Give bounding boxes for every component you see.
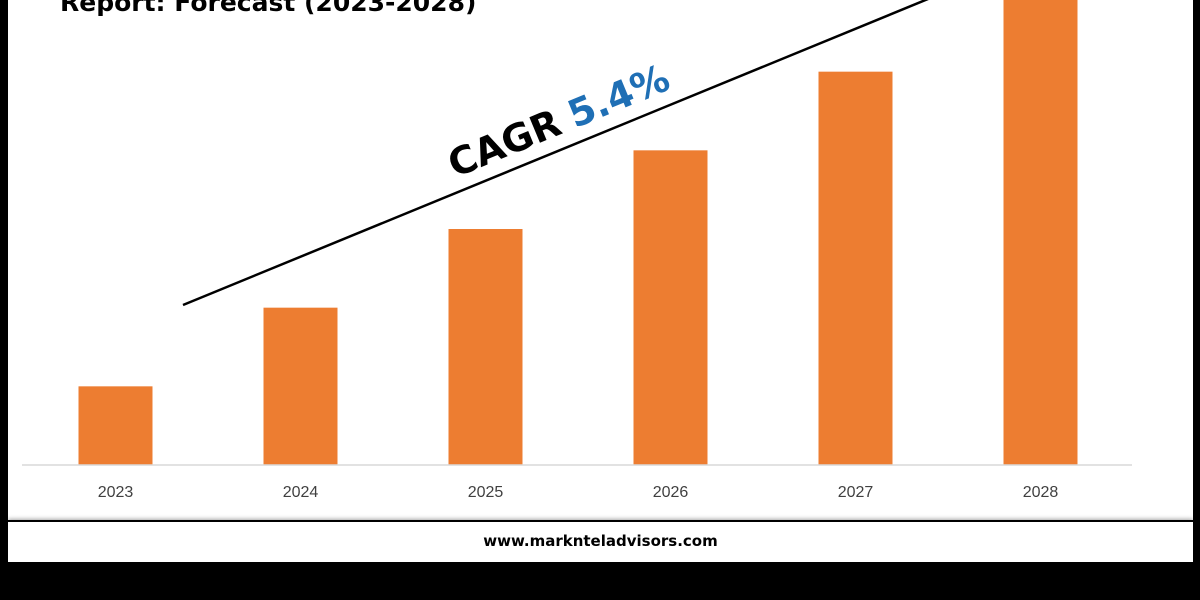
- x-tick-label-2028: 2028: [1023, 484, 1059, 501]
- x-tick-label-2025: 2025: [468, 484, 504, 501]
- chart-title: Report: Forecast (2023-2028): [60, 0, 477, 17]
- cagr-value: 5.4%: [561, 56, 675, 137]
- footer-website: www.marknteladvisors.com: [483, 532, 718, 550]
- cagr-trend-line: [182, 0, 929, 307]
- x-tick-label-2024: 2024: [283, 484, 319, 501]
- bar-2028: [1003, 0, 1078, 465]
- bar-2026: [633, 150, 708, 466]
- bar-2027: [818, 71, 893, 466]
- chart-card: Report: Forecast (2023-2028): [8, 0, 1193, 520]
- x-tick-label-2027: 2027: [838, 484, 874, 501]
- tick-labels-layer: 2023 2024 2025 2026 2027 2028: [98, 484, 1059, 501]
- x-tick-label-2023: 2023: [98, 484, 134, 501]
- bar-2025: [448, 229, 523, 465]
- bars-layer: [78, 0, 1078, 466]
- bar-2023: [78, 386, 153, 465]
- bar-2024: [263, 307, 338, 465]
- x-tick-label-2026: 2026: [653, 484, 689, 501]
- footer-band: www.marknteladvisors.com: [8, 522, 1193, 562]
